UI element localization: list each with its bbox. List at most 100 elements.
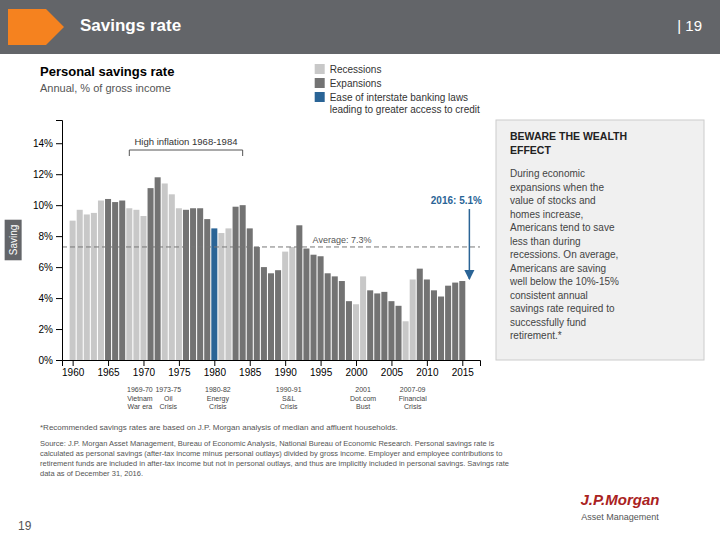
- text-line: Crisis: [209, 403, 227, 410]
- y-label-sidebar: Saving: [5, 220, 22, 261]
- y-tick: 8%: [39, 231, 62, 242]
- chart-title: Personal savings rate: [40, 64, 174, 79]
- bar: [148, 188, 154, 360]
- bar: [388, 301, 394, 360]
- y-tick-label: 4%: [39, 293, 54, 304]
- bar: [275, 270, 281, 360]
- x-tick-label: 2005: [381, 367, 404, 378]
- x-tick: 1990: [275, 360, 298, 378]
- text-line: 1973-75: [155, 386, 181, 393]
- bar: [396, 306, 402, 360]
- text-line: retirement.*: [510, 330, 562, 341]
- bar-series: [105, 177, 465, 360]
- bar: [431, 290, 437, 360]
- x-tick-label: 1965: [97, 367, 120, 378]
- source-text: Source: J.P. Morgan Asset Management, Bu…: [40, 439, 509, 478]
- y-tick: 2%: [39, 324, 62, 335]
- bar: [325, 273, 331, 360]
- y-tick-mark: [56, 143, 62, 144]
- text-line: calculated as personal savings (after-ta…: [40, 449, 502, 458]
- logo-subtitle: Asset Management: [581, 512, 659, 522]
- text-line: S&L: [282, 395, 295, 402]
- text-line: 1990-91: [276, 386, 302, 393]
- text-line: less than during: [510, 236, 581, 247]
- crisis-label: 1973-75OilCrisis: [155, 386, 181, 410]
- bar: [410, 279, 416, 360]
- side-box-text: During economicexpansions when thevalue …: [509, 168, 619, 341]
- y-tick-mark: [56, 360, 62, 361]
- legend-label: Ease of interstate banking lawsleading t…: [330, 92, 480, 115]
- text-line: Americans are saving: [510, 263, 606, 274]
- bar: [176, 208, 182, 360]
- y-tick-label: 8%: [39, 231, 54, 242]
- y-axis-line: [56, 121, 63, 361]
- text-line: Crisis: [404, 403, 422, 410]
- bar: [140, 216, 146, 360]
- text-line: Vietnam: [127, 395, 153, 402]
- text-line: Ease of interstate banking laws: [330, 92, 468, 103]
- bar: [367, 290, 373, 360]
- bar: [381, 292, 387, 360]
- x-tick-label: 1980: [204, 367, 227, 378]
- x-tick-mark: [321, 360, 322, 366]
- text-line: Expansions: [330, 78, 382, 89]
- header-page-number: | 19: [677, 17, 702, 34]
- x-tick-mark: [250, 360, 251, 366]
- bar: [261, 267, 267, 360]
- legend-swatch: [315, 92, 325, 102]
- inflation-bracket: [129, 150, 242, 156]
- x-tick: 2010: [416, 360, 439, 378]
- header-title: Savings rate: [80, 16, 181, 35]
- y-tick-mark: [56, 267, 62, 268]
- x-tick-mark: [462, 360, 463, 366]
- side-box-title: BEWARE THE WEALTHEFFECT: [510, 130, 627, 156]
- text-line: 1980-82: [205, 386, 231, 393]
- bar: [459, 281, 465, 360]
- bar: [211, 228, 217, 360]
- legend-label: Expansions: [330, 78, 382, 89]
- bar: [169, 194, 175, 360]
- bar: [240, 205, 246, 360]
- x-tick-label: 1970: [133, 367, 156, 378]
- bar: [417, 269, 423, 360]
- header-chevron: [8, 9, 64, 45]
- y-axis: 0% 2% 4% 6% 8% 10% 12% 14%: [33, 121, 63, 366]
- bar: [105, 199, 111, 360]
- legend-item: Ease of interstate banking lawsleading t…: [315, 92, 480, 115]
- bar: [126, 208, 132, 360]
- text-line: Recessions: [330, 64, 382, 75]
- bar: [445, 286, 451, 360]
- text-line: retirement funds are included in after-t…: [40, 459, 509, 468]
- text-line: consistent annual: [510, 290, 588, 301]
- y-tick: 14%: [33, 138, 62, 149]
- legend-swatch: [315, 64, 325, 74]
- x-tick-mark: [285, 360, 286, 366]
- text-line: 2001: [355, 386, 371, 393]
- legend: Recessions Expansions Ease of interstate b…: [315, 64, 480, 115]
- x-tick: 2000: [345, 360, 368, 378]
- text-line: savings rate required to: [510, 303, 615, 314]
- text-line: leading to greater access to credit: [330, 104, 480, 115]
- bar: [452, 283, 458, 360]
- y-tick: 12%: [33, 169, 62, 180]
- x-tick-mark: [356, 360, 357, 366]
- y-tick-label: 6%: [39, 262, 54, 273]
- y-tick: 10%: [33, 200, 62, 211]
- x-tick: 1985: [239, 360, 262, 378]
- y-tick-label: 14%: [33, 138, 53, 149]
- x-tick-label: 2010: [416, 367, 439, 378]
- highlight-arrow: [469, 209, 471, 279]
- text-line: 2007-09: [400, 386, 426, 393]
- text-line: Americans tend to save: [510, 222, 615, 233]
- legend-item: Expansions: [315, 78, 382, 89]
- page-number: 19: [18, 519, 32, 533]
- y-label-background: [5, 220, 22, 261]
- average-line: [62, 246, 480, 247]
- bar: [424, 279, 430, 360]
- x-tick: 1995: [310, 360, 333, 378]
- y-tick: 0%: [39, 355, 62, 366]
- text-line: Bust: [356, 403, 370, 410]
- y-tick-mark: [56, 298, 62, 299]
- bar: [225, 228, 231, 360]
- bar: [197, 208, 203, 360]
